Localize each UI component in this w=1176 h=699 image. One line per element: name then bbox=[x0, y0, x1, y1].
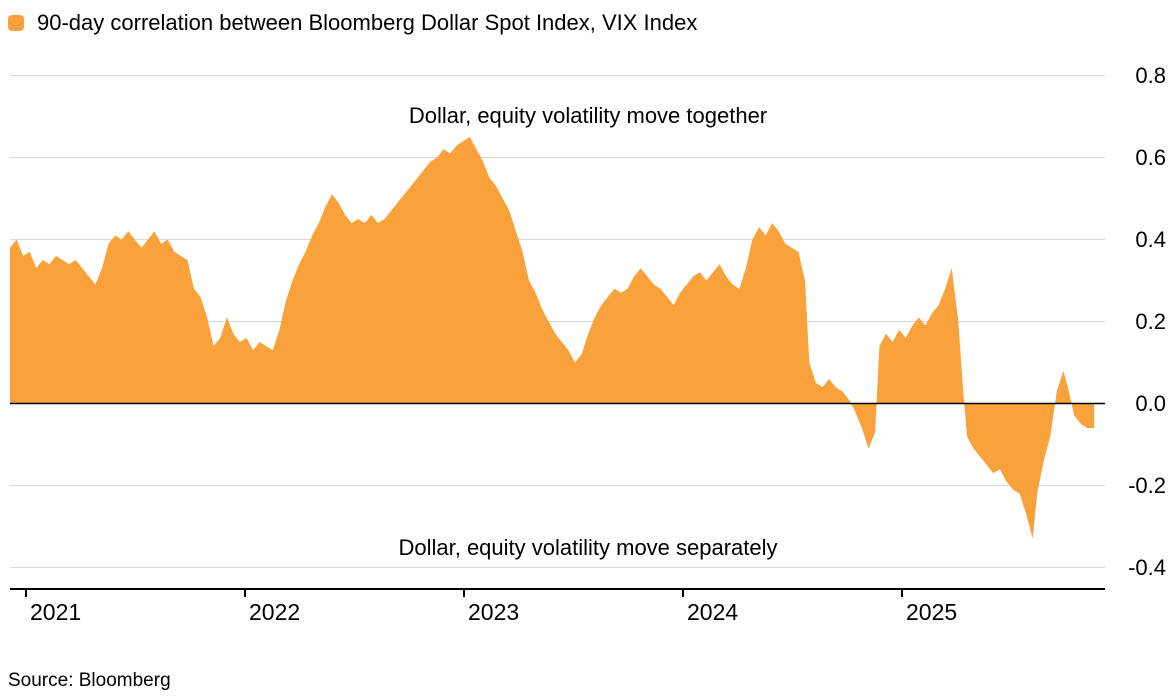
x-tick-label: 2021 bbox=[30, 599, 82, 625]
y-tick-label: -0.2 bbox=[1128, 472, 1166, 498]
area-chart-svg bbox=[10, 75, 1105, 568]
x-tick bbox=[901, 588, 903, 597]
x-tick bbox=[25, 588, 27, 597]
y-tick-label: 0.6 bbox=[1135, 144, 1166, 170]
source-credit: Source: Bloomberg bbox=[8, 670, 171, 691]
y-tick-label: 0.0 bbox=[1135, 390, 1166, 416]
y-tick-label: 0.2 bbox=[1135, 308, 1166, 334]
y-tick-label: 0.8 bbox=[1135, 62, 1166, 88]
x-tick-label: 2023 bbox=[468, 599, 520, 625]
x-tick-label: 2025 bbox=[906, 599, 958, 625]
correlation-area bbox=[10, 137, 1095, 539]
legend-swatch-icon bbox=[8, 15, 24, 31]
y-tick-label: 0.4 bbox=[1135, 226, 1166, 252]
x-tick bbox=[463, 588, 465, 597]
plot-area bbox=[10, 55, 1105, 590]
x-tick-label: 2024 bbox=[687, 599, 739, 625]
legend: 90-day correlation between Bloomberg Dol… bbox=[8, 10, 697, 36]
x-tick bbox=[682, 588, 684, 597]
x-tick bbox=[244, 588, 246, 597]
annotation-move-together: Dollar, equity volatility move together bbox=[408, 103, 768, 128]
annotation-move-separately: Dollar, equity volatility move separatel… bbox=[398, 535, 778, 560]
legend-label: 90-day correlation between Bloomberg Dol… bbox=[37, 10, 698, 35]
y-tick-label: -0.4 bbox=[1128, 554, 1166, 580]
x-tick-label: 2022 bbox=[249, 599, 301, 625]
